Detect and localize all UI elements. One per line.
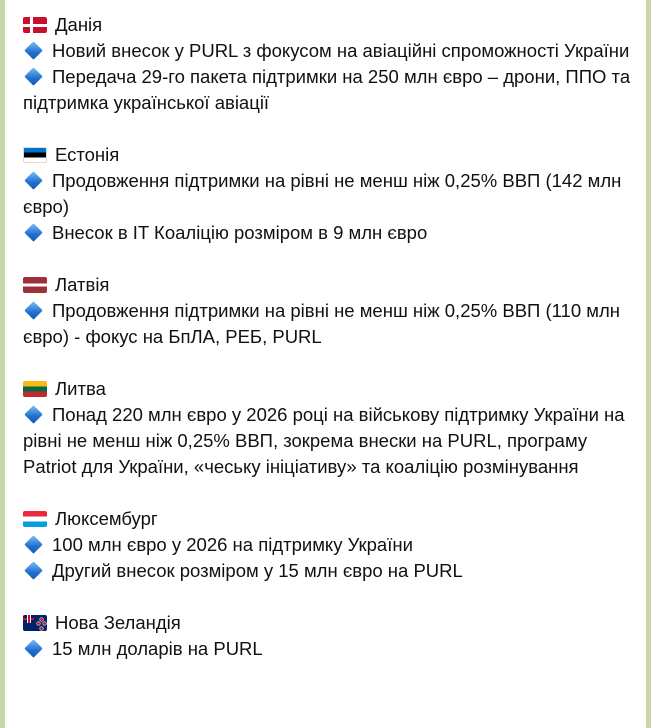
country-name: Нова Зеландія <box>55 612 181 633</box>
luxembourg-flag-icon <box>23 511 47 527</box>
country-section: Данія Новий внесок у PURL з фокусом на ав… <box>23 12 645 116</box>
country-section: Литва Понад 220 млн євро у 2026 році на в… <box>23 376 645 480</box>
country-heading: Латвія <box>23 272 645 298</box>
blue-diamond-icon <box>24 535 43 554</box>
country-heading: Литва <box>23 376 645 402</box>
blue-diamond-icon <box>24 171 43 190</box>
blue-diamond-icon <box>24 561 43 580</box>
blue-diamond-icon <box>24 301 43 320</box>
country-section: Нова Зеландія 15 млн доларів на PURL <box>23 610 645 662</box>
list-item: Продовження підтримки на рівні не менш н… <box>23 168 645 220</box>
blue-diamond-icon <box>24 41 43 60</box>
country-name: Люксембург <box>55 508 158 529</box>
list-item: Другий внесок розміром у 15 млн євро на … <box>23 558 645 584</box>
denmark-flag-icon <box>23 17 47 33</box>
list-item: Понад 220 млн євро у 2026 році на військ… <box>23 402 645 480</box>
country-name: Естонія <box>55 144 120 165</box>
list-item-text: Передача 29-го пакета підтримки на 250 м… <box>23 66 631 113</box>
blue-diamond-icon <box>24 639 43 658</box>
country-name: Литва <box>55 378 106 399</box>
list-item-text: Понад 220 млн євро у 2026 році на військ… <box>23 404 625 477</box>
list-item-text: Продовження підтримки на рівні не менш н… <box>23 170 622 217</box>
list-item: Новий внесок у PURL з фокусом на авіацій… <box>23 38 645 64</box>
country-section: Люксембург 100 млн євро у 2026 на підтрим… <box>23 506 645 584</box>
country-heading: Люксембург <box>23 506 645 532</box>
country-heading: Данія <box>23 12 645 38</box>
list-item-text: 15 млн доларів на PURL <box>52 638 263 659</box>
message-bubble: Данія Новий внесок у PURL з фокусом на ав… <box>5 0 646 728</box>
list-item: Продовження підтримки на рівні не менш н… <box>23 298 645 350</box>
country-name: Данія <box>55 14 103 35</box>
country-name: Латвія <box>55 274 110 295</box>
list-item-text: Новий внесок у PURL з фокусом на авіацій… <box>52 40 630 61</box>
blue-diamond-icon <box>24 67 43 86</box>
blue-diamond-icon <box>24 223 43 242</box>
country-section: Естонія Продовження підтримки на рівні не… <box>23 142 645 246</box>
latvia-flag-icon <box>23 277 47 293</box>
list-item: Передача 29-го пакета підтримки на 250 м… <box>23 64 645 116</box>
new-zealand-flag-icon <box>23 615 47 631</box>
list-item-text: Продовження підтримки на рівні не менш н… <box>23 300 620 347</box>
list-item-text: Другий внесок розміром у 15 млн євро на … <box>52 560 463 581</box>
lithuania-flag-icon <box>23 381 47 397</box>
country-heading: Нова Зеландія <box>23 610 645 636</box>
country-heading: Естонія <box>23 142 645 168</box>
list-item-text: Внесок в IT Коаліцію розміром в 9 млн єв… <box>52 222 428 243</box>
estonia-flag-icon <box>23 147 47 163</box>
country-section: Латвія Продовження підтримки на рівні не … <box>23 272 645 350</box>
message-text: Данія Новий внесок у PURL з фокусом на ав… <box>23 12 645 688</box>
list-item: Внесок в IT Коаліцію розміром в 9 млн єв… <box>23 220 645 246</box>
blue-diamond-icon <box>24 405 43 424</box>
list-item-text: 100 млн євро у 2026 на підтримку України <box>52 534 413 555</box>
list-item: 15 млн доларів на PURL <box>23 636 645 662</box>
list-item: 100 млн євро у 2026 на підтримку України <box>23 532 645 558</box>
